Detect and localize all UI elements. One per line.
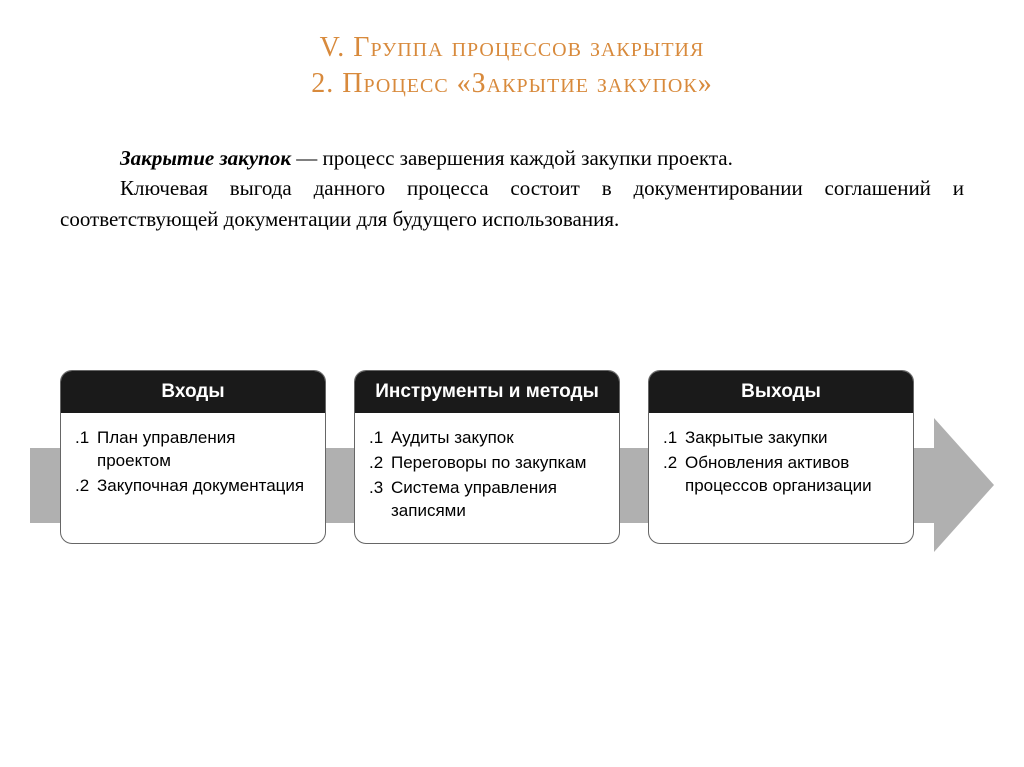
- list-item: .2 Обновления активов процессов организа…: [663, 452, 899, 498]
- card-header: Инструменты и методы: [355, 371, 619, 413]
- item-num: .1: [369, 427, 391, 450]
- paragraph-2: Ключевая выгода данного процесса состоит…: [60, 173, 964, 234]
- item-num: .3: [369, 477, 391, 523]
- list-item: .3 Система управления записями: [369, 477, 605, 523]
- item-text: Обновления активов процессов организации: [685, 452, 899, 498]
- list-item: .1 Аудиты закупок: [369, 427, 605, 450]
- title-line-1: V. Группа процессов закрытия: [60, 30, 964, 66]
- para1-rest: — процесс завершения каждой закупки прое…: [291, 146, 733, 170]
- slide: V. Группа процессов закрытия 2. Процесс …: [0, 0, 1024, 767]
- card-body: .1 Закрытые закупки .2 Обновления активо…: [649, 413, 913, 543]
- item-text: Закупочная документация: [97, 475, 311, 498]
- card-body: .1 План управления проектом .2 Закупочна…: [61, 413, 325, 543]
- item-text: Переговоры по закупкам: [391, 452, 605, 475]
- term: Закрытие закупок: [120, 146, 291, 170]
- item-num: .2: [75, 475, 97, 498]
- flow-diagram: Входы .1 План управления проектом .2 Зак…: [30, 370, 994, 600]
- item-text: Система управления записями: [391, 477, 605, 523]
- list-item: .2 Переговоры по закупкам: [369, 452, 605, 475]
- list-item: .1 Закрытые закупки: [663, 427, 899, 450]
- item-text: Закрытые закупки: [685, 427, 899, 450]
- card-body: .1 Аудиты закупок .2 Переговоры по закуп…: [355, 413, 619, 543]
- card-tools: Инструменты и методы .1 Аудиты закупок .…: [354, 370, 620, 544]
- title-line-2: 2. Процесс «Закрытие закупок»: [60, 66, 964, 102]
- item-num: .1: [663, 427, 685, 450]
- body-text: Закрытие закупок — процесс завершения ка…: [60, 143, 964, 234]
- card-header: Выходы: [649, 371, 913, 413]
- item-text: Аудиты закупок: [391, 427, 605, 450]
- title-block: V. Группа процессов закрытия 2. Процесс …: [60, 30, 964, 103]
- card-inputs: Входы .1 План управления проектом .2 Зак…: [60, 370, 326, 544]
- list-item: .1 План управления проектом: [75, 427, 311, 473]
- list-item: .2 Закупочная документация: [75, 475, 311, 498]
- paragraph-1: Закрытие закупок — процесс завершения ка…: [60, 143, 964, 173]
- item-text: План управления проектом: [97, 427, 311, 473]
- item-num: .2: [663, 452, 685, 498]
- arrow-head-icon: [934, 418, 994, 552]
- item-num: .2: [369, 452, 391, 475]
- item-num: .1: [75, 427, 97, 473]
- card-outputs: Выходы .1 Закрытые закупки .2 Обновления…: [648, 370, 914, 544]
- card-header: Входы: [61, 371, 325, 413]
- cards-row: Входы .1 План управления проектом .2 Зак…: [60, 370, 914, 544]
